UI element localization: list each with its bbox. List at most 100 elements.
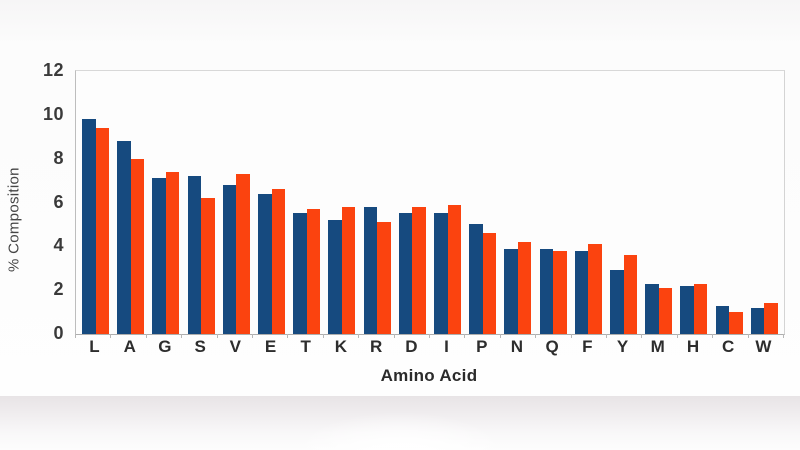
x-axis-tick-mark — [464, 334, 466, 338]
x-axis-tick-mark — [783, 334, 784, 338]
bar-orange-R — [377, 222, 391, 334]
bar-blue-N — [504, 248, 518, 334]
bar-blue-T — [293, 213, 307, 334]
x-axis-tick-mark — [181, 334, 183, 338]
x-axis-tick-mark — [429, 334, 430, 338]
bar-orange-A — [130, 158, 145, 334]
bar-orange-D — [412, 206, 426, 334]
bar-blue-Q — [539, 248, 554, 334]
x-axis-label-V: V — [229, 337, 241, 356]
x-axis-tick-mark — [499, 334, 501, 338]
bar-group-P — [469, 224, 497, 334]
x-axis-label-D: D — [405, 337, 418, 356]
bar-group-A — [117, 141, 145, 334]
x-axis-label-C: C — [722, 337, 735, 356]
bar-group-W — [750, 303, 778, 334]
y-axis-tick-label: 12 — [42, 60, 64, 80]
bar-blue-W — [750, 307, 765, 334]
bar-group-D — [398, 206, 426, 334]
bar-series-container — [76, 71, 784, 334]
bar-group-F — [574, 244, 602, 334]
bottom-gradient-band — [0, 396, 800, 450]
bar-group-S — [187, 176, 215, 334]
x-axis-tick-mark — [252, 334, 253, 338]
bar-blue-V — [222, 184, 237, 334]
bar-blue-L — [82, 119, 96, 334]
bar-orange-K — [341, 206, 356, 334]
bar-orange-S — [201, 198, 215, 334]
x-axis-label-Q: Q — [545, 337, 559, 356]
bar-blue-Y — [610, 270, 624, 334]
y-axis-tick-label: 4 — [53, 235, 64, 256]
bar-group-T — [293, 209, 321, 334]
x-axis-label-L: L — [89, 337, 100, 356]
x-axis-tick-mark — [216, 334, 218, 338]
x-axis-label-M: M — [650, 337, 665, 356]
bar-blue-G — [152, 178, 166, 334]
bar-orange-H — [693, 283, 708, 334]
x-axis-label-W: W — [755, 337, 772, 356]
bar-blue-S — [187, 176, 202, 334]
x-axis-label-P: P — [476, 337, 488, 356]
x-axis-tick-mark — [641, 334, 643, 338]
x-axis-tick-mark — [75, 334, 76, 338]
x-axis-label-G: G — [158, 337, 172, 356]
x-axis-title: Amino Acid — [380, 366, 478, 385]
bar-blue-H — [680, 285, 694, 334]
y-axis-tick-labels: 0 2 4 6 8 10 12 — [18, 60, 70, 343]
x-axis-tick-mark — [570, 334, 572, 338]
bar-orange-Y — [623, 255, 638, 334]
bar-orange-W — [764, 303, 778, 334]
bar-group-I — [434, 204, 462, 334]
bar-orange-Q — [553, 250, 567, 334]
y-axis-tick-label: 2 — [53, 279, 64, 300]
bar-group-C — [715, 305, 743, 334]
bar-blue-D — [398, 213, 413, 334]
bar-blue-K — [328, 220, 342, 334]
bar-orange-E — [271, 189, 286, 334]
x-axis-tick-mark — [606, 334, 607, 338]
bar-group-K — [328, 206, 356, 334]
bar-orange-F — [588, 244, 602, 334]
bar-orange-P — [482, 233, 497, 334]
x-axis-label-H: H — [686, 337, 700, 356]
x-axis-tick-mark — [676, 334, 678, 338]
x-axis-tick-mark — [287, 334, 289, 338]
x-axis-label-E: E — [264, 337, 277, 356]
bar-group-H — [680, 283, 708, 334]
bar-orange-C — [729, 312, 743, 334]
x-axis-tick-mark — [110, 334, 112, 338]
bar-group-Q — [539, 248, 567, 334]
x-axis-label-K: K — [334, 337, 348, 356]
bar-orange-M — [658, 287, 673, 334]
x-axis-label-I: I — [444, 337, 449, 356]
x-axis-tick-mark — [712, 334, 714, 338]
bar-orange-T — [306, 209, 321, 334]
y-axis-tick-label: 0 — [53, 323, 64, 343]
bar-blue-E — [258, 193, 272, 334]
y-axis-tick-label: 10 — [42, 103, 64, 124]
bar-group-Y — [610, 255, 638, 334]
bar-orange-V — [236, 174, 250, 334]
x-axis-tick-mark — [358, 334, 360, 338]
x-axis-tick-mark — [393, 334, 395, 338]
x-axis-label-T: T — [300, 337, 311, 356]
x-axis-label-R: R — [369, 337, 383, 356]
x-axis-label-S: S — [194, 337, 206, 356]
bar-blue-C — [715, 305, 730, 334]
bar-blue-A — [117, 141, 131, 334]
bar-group-V — [222, 174, 250, 334]
bar-group-R — [363, 206, 391, 334]
bar-group-E — [258, 189, 286, 334]
bar-group-M — [645, 283, 673, 334]
bar-orange-G — [165, 171, 180, 334]
plot-area — [75, 70, 785, 335]
bar-orange-N — [517, 241, 532, 334]
y-axis-tick-label: 6 — [53, 191, 64, 212]
x-axis-tick-mark — [747, 334, 749, 338]
bar-group-G — [152, 171, 180, 334]
x-axis-label-F: F — [582, 337, 593, 356]
y-axis-tick-label: 8 — [53, 147, 64, 168]
